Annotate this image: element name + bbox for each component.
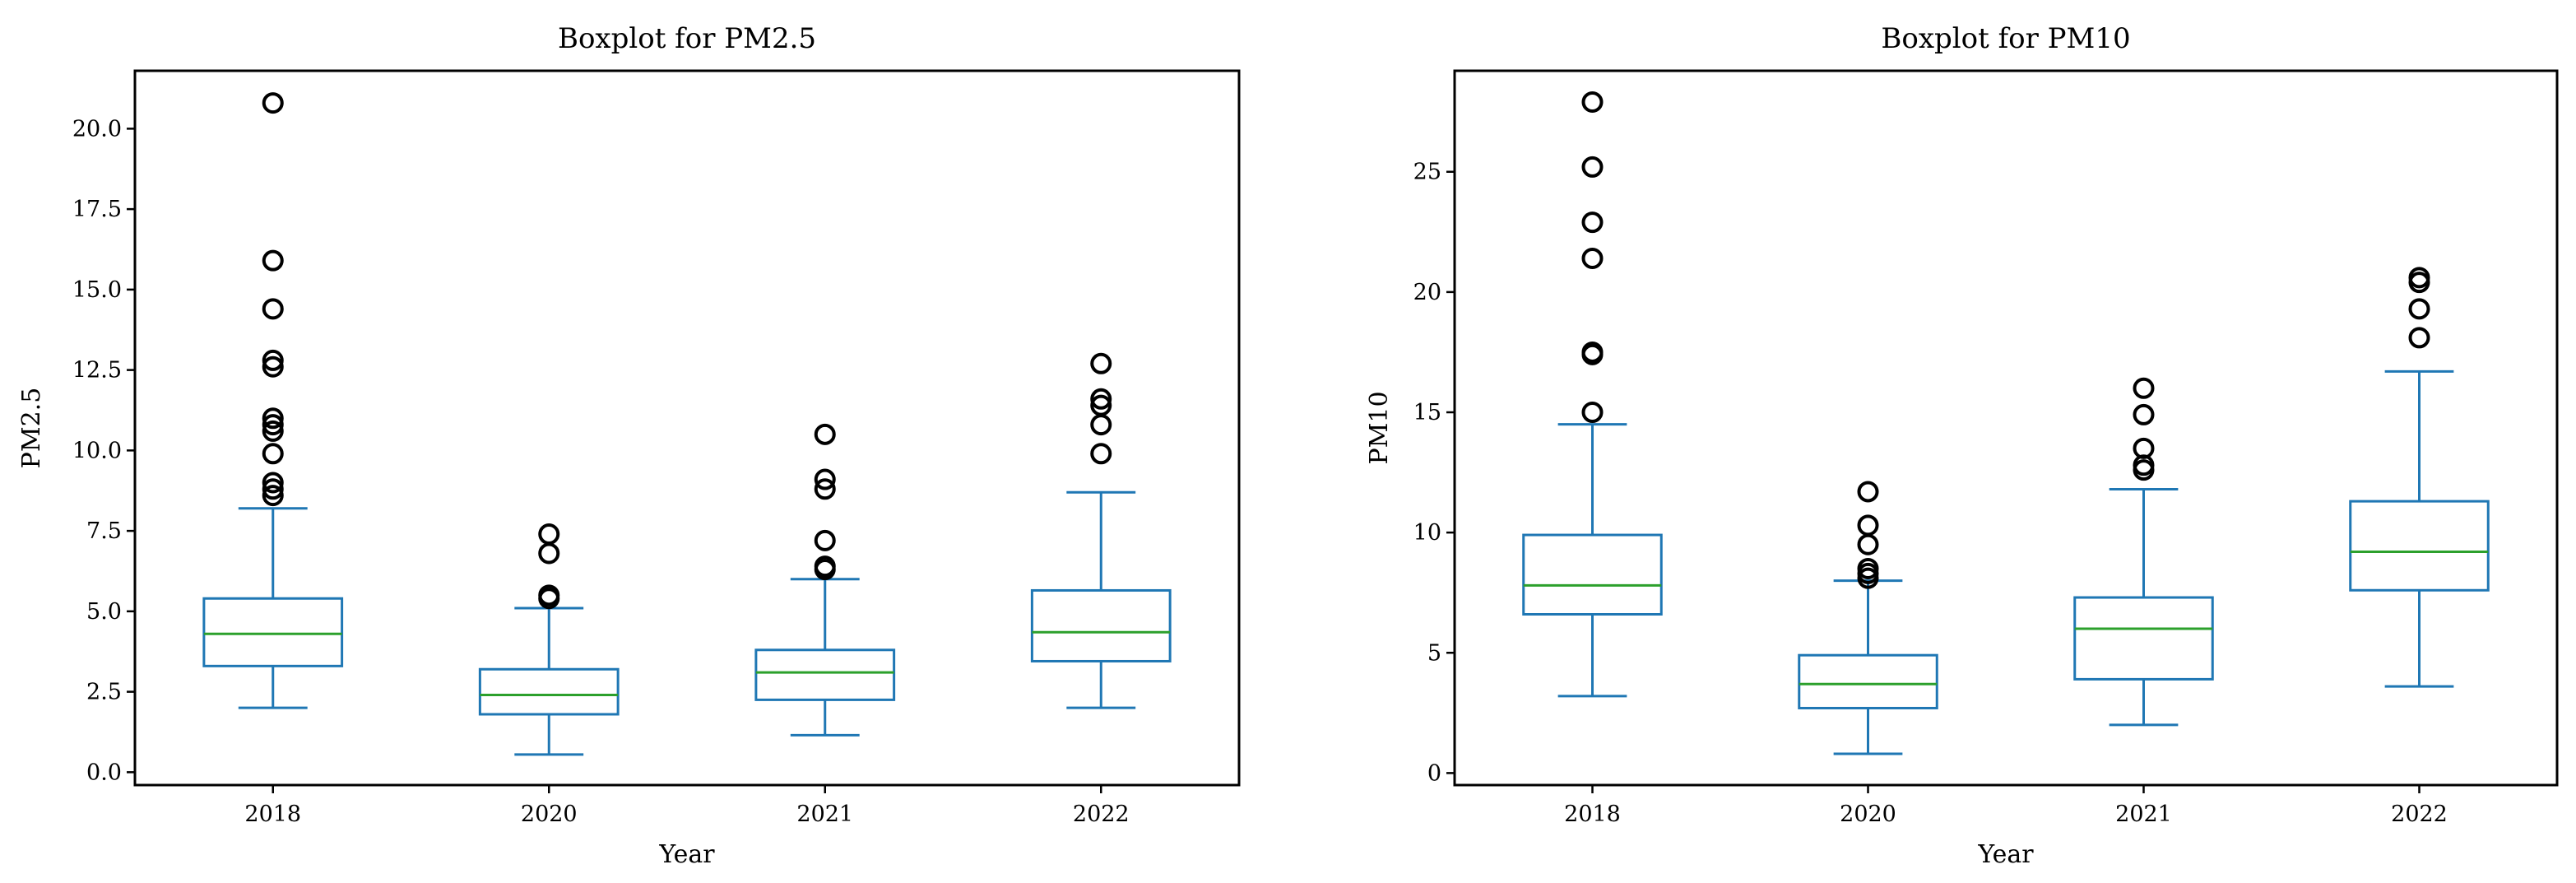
x-tick-label: 2020 [521,802,578,827]
outlier-point [1857,557,1879,579]
outlier-point [262,92,284,114]
x-tick-label: 2020 [1840,802,1896,827]
plot-frame [1453,69,2559,787]
x-tick-label: 2018 [244,802,301,827]
x-tick-label: 2021 [2115,802,2172,827]
pm10-marks: 0 5 10 15 20 25 2018 2020 2021 2022 [1413,91,2490,827]
iqr-box [1798,653,1938,709]
outlier-point [262,414,284,436]
iqr-box [2349,500,2490,592]
y-tick-label: 25 [1413,160,1441,185]
outlier-point [262,349,284,371]
y-tick-label: 10.0 [72,438,122,463]
plot-frame [133,69,1241,787]
iqr-box [202,597,344,667]
outlier-point [1857,533,1879,555]
outlier-point [262,443,284,465]
outlier-point [1581,402,1604,424]
outlier-point [814,529,836,551]
iqr-box [1522,533,1663,616]
outlier-point [538,584,560,606]
outlier-point [1581,156,1604,178]
outlier-point [262,485,284,507]
outlier-point [538,542,560,565]
pm25-marks: 0.0 2.5 5.0 7.5 10.0 12.5 15.0 17.5 20.0 2018 2020… [72,92,1172,827]
outlier-point [2133,437,2155,459]
outlier-point [538,523,560,546]
outlier-point [262,472,284,494]
y-axis-label: PM2.5 [17,388,46,469]
y-tick-label: 2.5 [86,680,122,705]
iqr-box [2073,596,2214,681]
outlier-point [262,298,284,320]
y-tick-label: 15 [1413,400,1441,425]
y-tick-label: 5 [1427,640,1441,666]
outlier-point [1581,341,1604,363]
outlier-point [262,356,284,378]
iqr-box [478,667,620,716]
outlier-point [1090,352,1112,374]
outlier-point [814,555,836,578]
box-2022 [2349,267,2490,688]
y-tick-label: 20.0 [72,116,122,142]
outlier-point [814,478,836,500]
box-2020 [478,523,620,756]
iqr-box [754,648,896,701]
outlier-point [814,423,836,445]
box-2020 [1798,481,1938,755]
x-tick-label: 2022 [1073,802,1130,827]
pm25-boxplot-panel: Boxplot for PM2.5 Year PM2.5 0.0 2.5 5.0 7.… [17,22,1241,869]
outlier-point [1090,388,1112,410]
y-tick-label: 15.0 [72,277,122,303]
outlier-point [262,407,284,430]
outlier-point [1090,414,1112,436]
x-tick-label: 2022 [2391,802,2448,827]
outlier-point [262,249,284,272]
outlier-point [262,420,284,442]
outlier-point [814,468,836,490]
y-tick-label: 0.0 [86,760,122,785]
box-2022 [1030,352,1172,709]
outlier-point [1857,514,1879,537]
outlier-point [1090,443,1112,465]
y-tick-label: 17.5 [72,197,122,222]
y-tick-label: 0 [1427,760,1441,786]
outlier-point [2133,377,2155,399]
outlier-point [1581,211,1604,234]
y-tick-label: 10 [1413,520,1441,546]
outlier-point [2408,327,2430,349]
outlier-point [1857,481,1879,503]
outlier-point [2408,267,2430,289]
iqr-box [1030,588,1172,662]
x-axis-label: Year [658,840,715,869]
outlier-point [2133,403,2155,425]
outlier-point [262,478,284,500]
chart-title: Boxplot for PM10 [1881,22,2130,55]
y-tick-label: 7.5 [86,518,122,544]
x-axis-label: Year [1977,840,2034,869]
y-tick-label: 5.0 [86,599,122,625]
box-2018 [1522,91,1663,698]
outlier-point [1090,394,1112,416]
y-axis-label: PM10 [1365,391,1394,464]
y-tick-label: 12.5 [72,358,122,383]
chart-title: Boxplot for PM2.5 [558,22,816,55]
outlier-point [1581,247,1604,269]
y-tick-label: 20 [1413,280,1441,305]
x-tick-label: 2018 [1564,802,1621,827]
x-tick-label: 2021 [796,802,853,827]
box-2021 [754,423,896,737]
box-2021 [2073,377,2214,727]
outlier-point [1581,91,1604,113]
outlier-point [2408,298,2430,320]
box-2018 [202,92,344,709]
pm10-boxplot-panel: Boxplot for PM10 Year PM10 0 5 10 15 20 25 201… [1365,22,2559,869]
